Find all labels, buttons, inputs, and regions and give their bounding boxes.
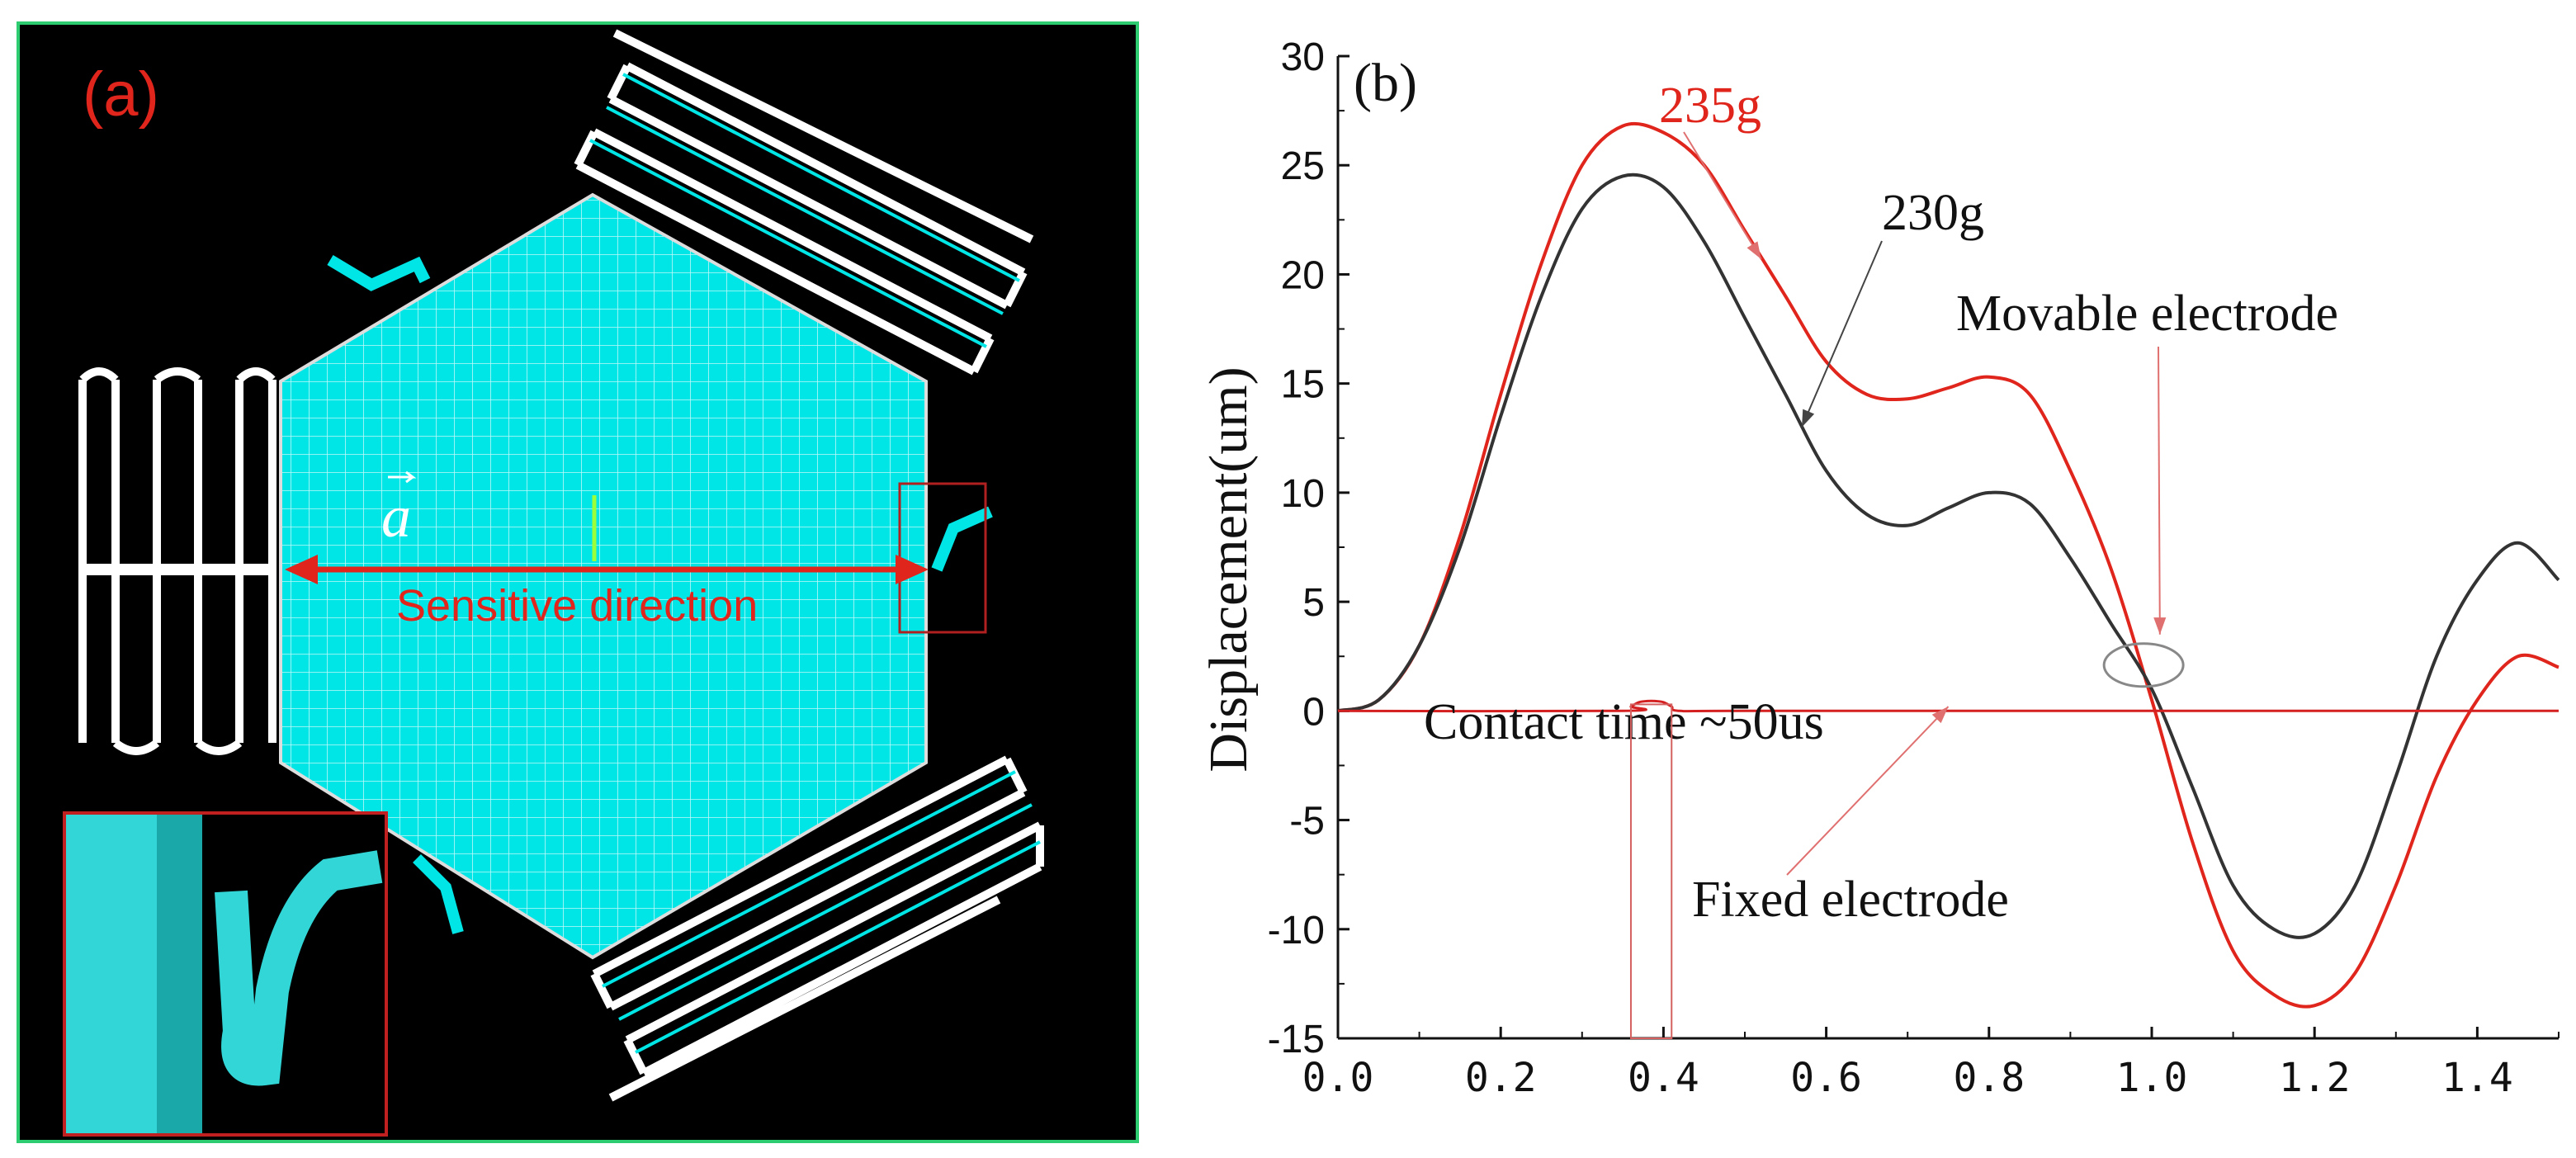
- upper-right-spring: [574, 29, 1034, 376]
- annotation-contact-time: Contact time ~50us: [1424, 694, 1824, 750]
- y-tick-label: -15: [1268, 1018, 1325, 1061]
- pointer-235g: [1683, 131, 1762, 260]
- movable-contact-ellipse: [2102, 642, 2185, 688]
- x-tick-label: 1.2: [2279, 1055, 2351, 1101]
- series-235g-line: [1337, 121, 2559, 1009]
- x-tick-label: 0.8: [1953, 1055, 2025, 1101]
- x-tick-label: 0.2: [1465, 1055, 1537, 1101]
- pointer-230g-head-icon: [1802, 409, 1815, 428]
- pointer-movable: [2158, 346, 2161, 635]
- left-spring: [78, 367, 277, 755]
- annotation-235g: 235g: [1659, 78, 1761, 134]
- axes-layer: -15 -10 -5 0 5 10 15 20 25 30 0.0 0.2 0.4 0.6 0.8 1.0 1.…: [1268, 35, 2559, 1101]
- y-tick-label: 10: [1281, 472, 1325, 516]
- x-tick-label: 1.0: [2116, 1055, 2188, 1101]
- y-axis-label: Displacement(um): [1198, 366, 1259, 772]
- panel-a-label: (a): [83, 59, 159, 130]
- lower-right-spring: [590, 755, 1044, 1102]
- y-tick-label: 15: [1281, 363, 1325, 407]
- y-tick-label: -5: [1289, 800, 1325, 844]
- pointer-fixed-head-icon: [1931, 707, 1949, 724]
- inset-zoom: [63, 811, 388, 1137]
- y-tick-label: 20: [1281, 253, 1325, 297]
- electrode-top: [327, 254, 431, 291]
- x-tick-label: 1.4: [2441, 1055, 2513, 1101]
- y-tick-label: 25: [1281, 144, 1325, 188]
- annotation-layer: (b) 235g 230g Movable electrode Contact …: [1198, 53, 2338, 1040]
- pointer-fixed: [1786, 706, 1950, 876]
- sensitive-direction-label: Sensitive direction: [396, 581, 758, 631]
- pointer-movable-head-icon: [2153, 617, 2167, 635]
- acceleration-vector-symbol: a: [381, 484, 411, 550]
- annotation-movable-electrode: Movable electrode: [1956, 286, 2338, 342]
- y-tick-label: -10: [1268, 909, 1325, 952]
- series-230g-line: [1337, 173, 2560, 939]
- y-tick-label: 0: [1302, 690, 1325, 734]
- panel-a-mesh-figure: (a) a: [17, 21, 1139, 1143]
- contact-window-bracket: [1629, 703, 1673, 1040]
- x-tick-label: 0.4: [1628, 1055, 1699, 1101]
- pointer-230g: [1801, 240, 1883, 428]
- x-tick-label: 0.0: [1302, 1055, 1374, 1101]
- upper-right-spring-fill: [589, 73, 1020, 348]
- panel-b-displacement-chart: -15 -10 -5 0 5 10 15 20 25 30 0.0 0.2 0.4 0.6 0.8 1.0 1.…: [1198, 35, 2560, 1101]
- panel-b-label: (b): [1354, 53, 1417, 113]
- vector-overbar-icon: [388, 470, 417, 484]
- y-tick-label: 30: [1281, 35, 1325, 79]
- sensitive-direction-arrow-icon: [285, 555, 929, 584]
- annotation-fixed-electrode: Fixed electrode: [1692, 872, 2009, 928]
- pointer-235g-head-icon: [1746, 241, 1761, 259]
- annotation-230g: 230g: [1882, 185, 1984, 241]
- x-tick-label: 0.6: [1790, 1055, 1862, 1101]
- electrode-right: [931, 506, 993, 572]
- lower-right-spring-fill: [602, 770, 1041, 1054]
- proof-mass-hexagon: [279, 192, 928, 960]
- y-tick-label: 5: [1302, 581, 1325, 625]
- electrode-bottom: [413, 854, 464, 934]
